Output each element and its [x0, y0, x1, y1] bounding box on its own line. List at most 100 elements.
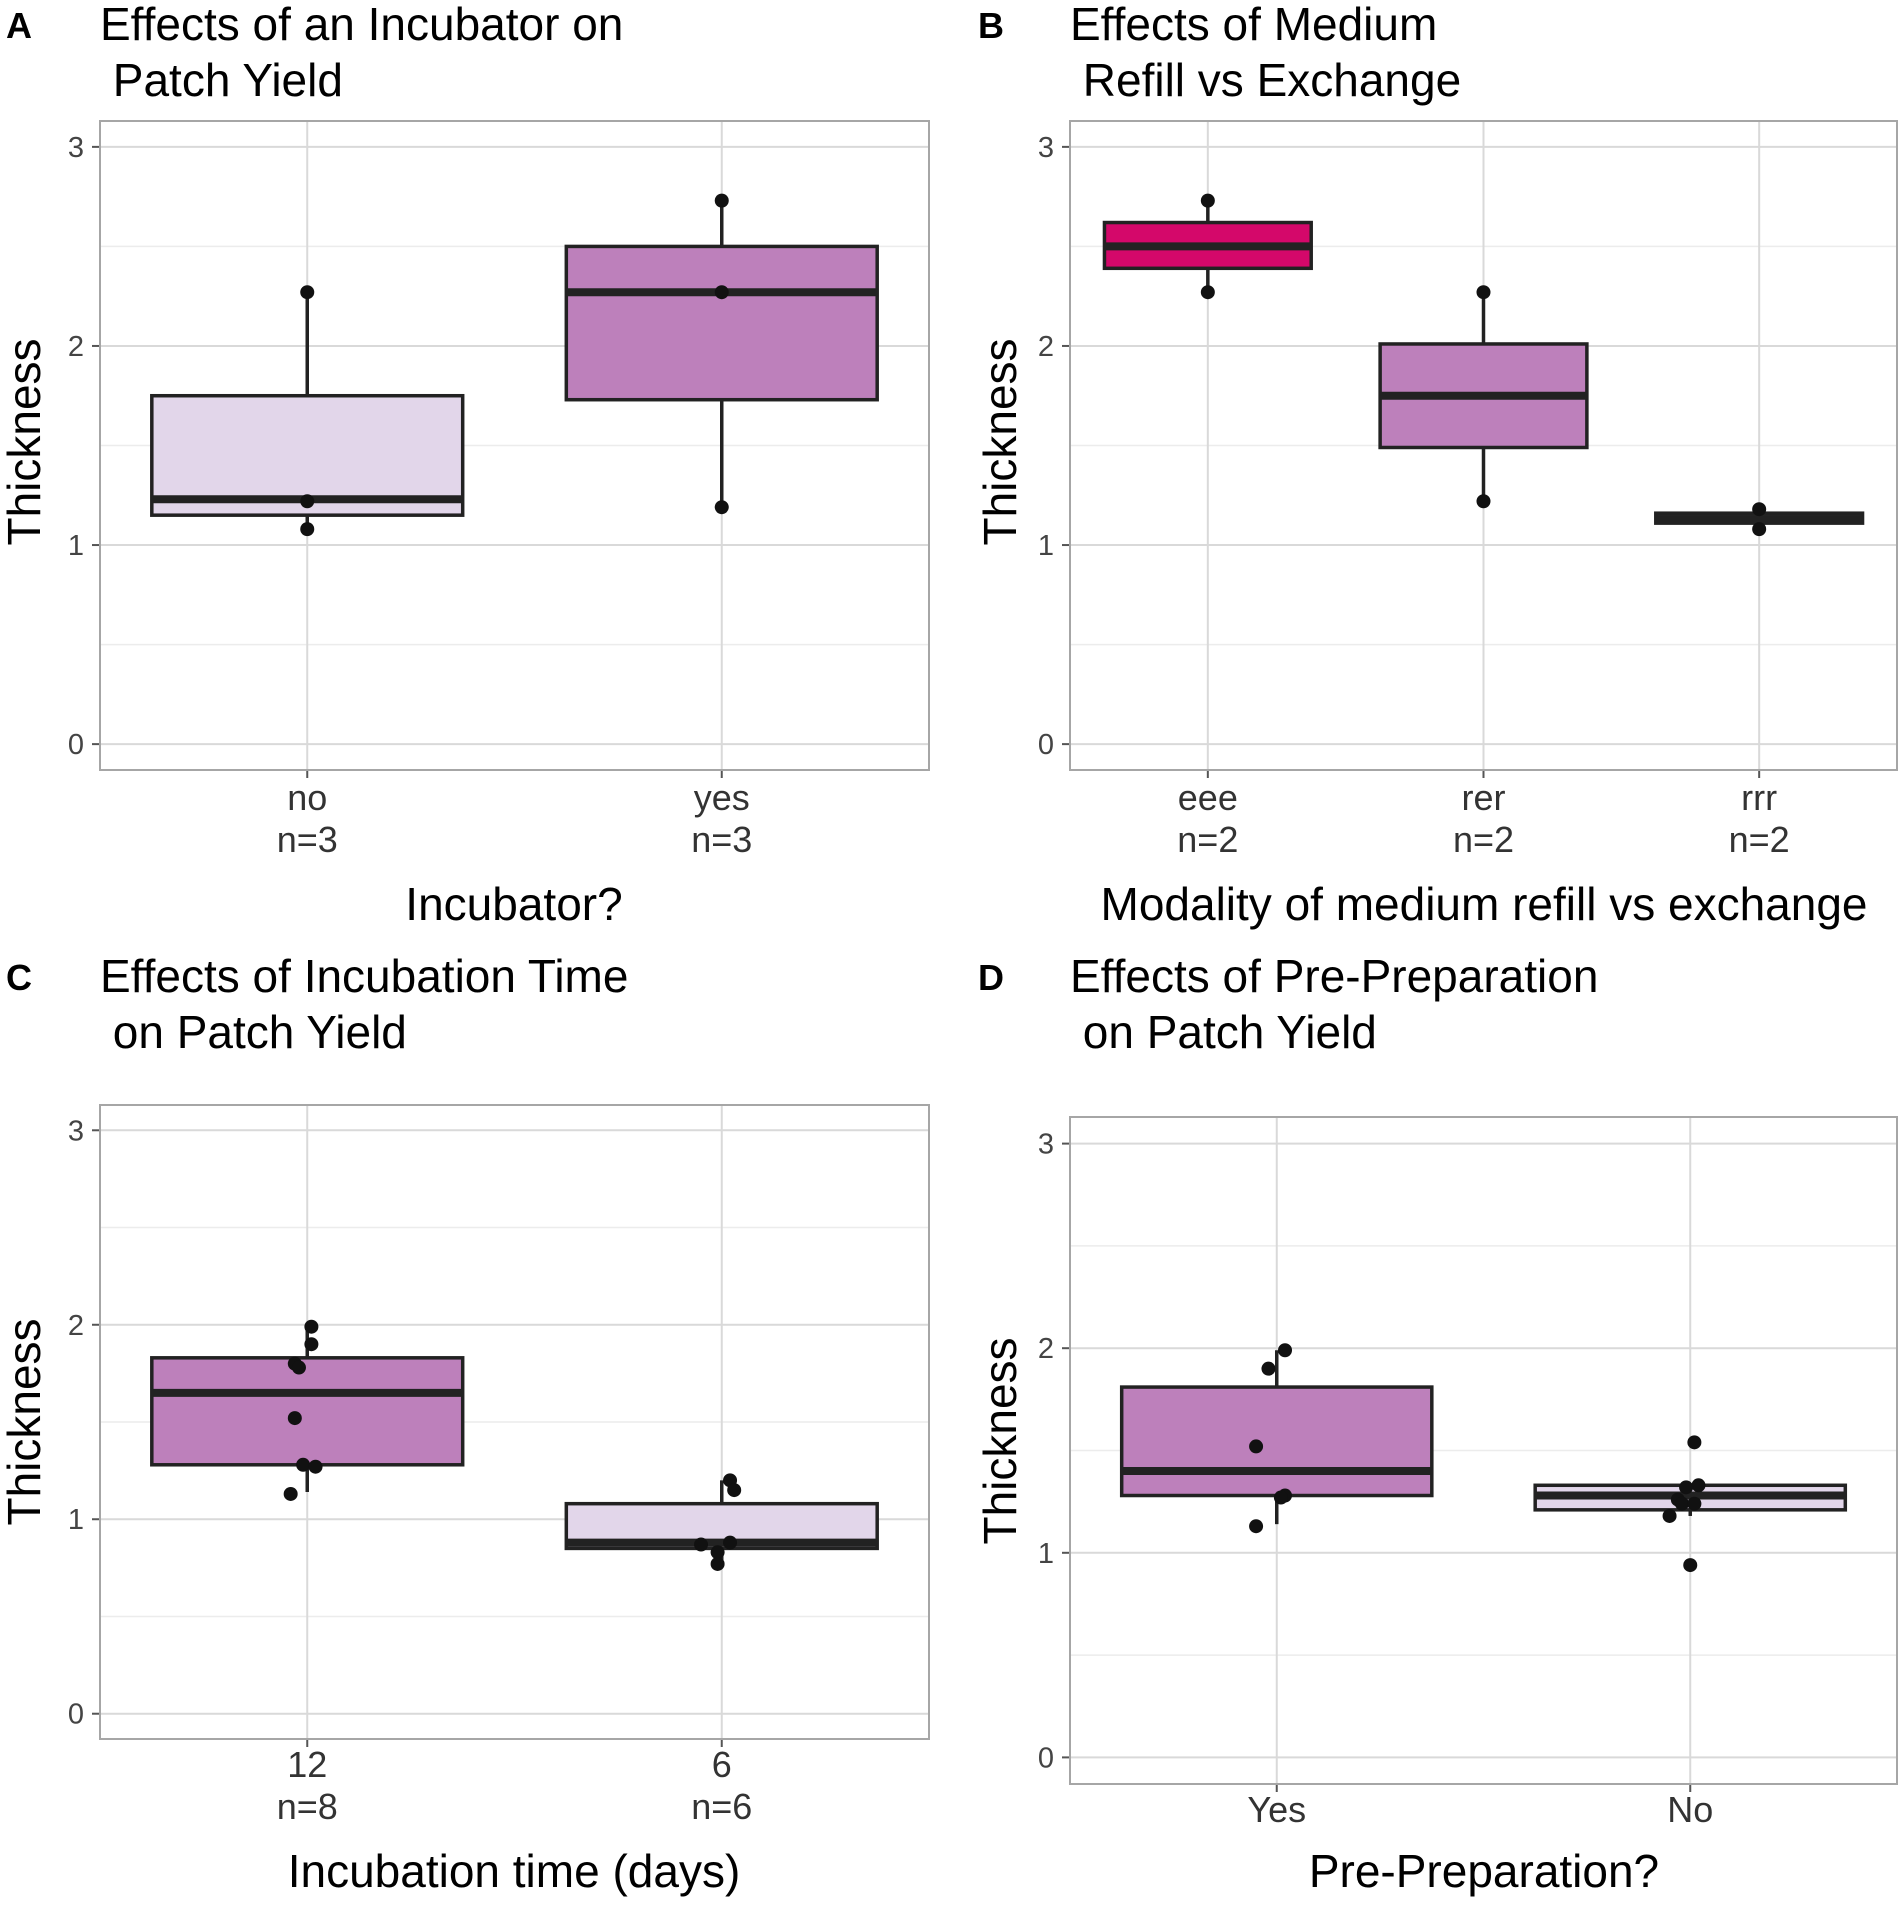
data-point — [710, 1545, 725, 1560]
data-point — [1249, 1439, 1264, 1454]
box-group-Yes — [1119, 1343, 1434, 1534]
y-tick-label: 3 — [1038, 132, 1054, 164]
y-tick-label: 0 — [68, 1699, 84, 1731]
x-sample-size-label: n=8 — [277, 1786, 338, 1827]
y-tick-label: 1 — [68, 530, 84, 562]
chart-title-line-1: Effects of an Incubator on — [100, 0, 623, 50]
box-group-eee — [1102, 193, 1313, 300]
x-category-label: eee — [1178, 777, 1238, 818]
data-point — [1273, 1490, 1288, 1505]
y-tick-label: 2 — [68, 1310, 84, 1342]
data-point — [283, 1486, 298, 1501]
x-category-label: no — [287, 777, 327, 818]
data-point — [1683, 1558, 1698, 1573]
x-axis-label: Incubator? — [405, 878, 622, 930]
panel-b-svg: B Effects of Medium Refill vs Exchange T… — [974, 0, 1898, 930]
x-category-label: 12 — [287, 1744, 327, 1785]
panel-letter: C — [6, 957, 32, 998]
panel-letter: B — [978, 5, 1004, 46]
data-point — [1662, 1508, 1677, 1523]
chart-title-line-1: Effects of Medium — [1070, 0, 1437, 50]
y-tick-label: 0 — [68, 729, 84, 761]
panel-letter: A — [6, 5, 32, 46]
y-tick-label: 3 — [68, 132, 84, 164]
data-point — [287, 1411, 302, 1426]
x-axis-label: Pre-Preparation? — [1309, 1845, 1659, 1897]
data-point — [710, 1556, 725, 1571]
data-point — [727, 1483, 742, 1498]
data-point — [1679, 1480, 1694, 1495]
chart-title-line-2: on Patch Yield — [100, 1006, 407, 1058]
data-point — [714, 500, 729, 515]
data-point — [300, 494, 315, 509]
data-point — [714, 285, 729, 300]
box-group-6 — [564, 1473, 879, 1571]
chart-title-line-1: Effects of Pre-Preparation — [1070, 952, 1598, 1002]
x-sample-size-label: n=3 — [277, 819, 338, 860]
x-sample-size-label: n=3 — [691, 819, 752, 860]
panel-a-svg: A Effects of an Incubator on Patch Yield… — [0, 0, 930, 930]
data-point — [723, 1535, 738, 1550]
plot-frame — [99, 1104, 930, 1740]
data-point — [304, 1337, 319, 1352]
box-group-no — [150, 285, 465, 537]
data-point — [1261, 1361, 1276, 1376]
data-point — [694, 1537, 709, 1552]
chart-title-line-1: Effects of Incubation Time — [100, 952, 628, 1002]
y-tick-label: 3 — [1038, 1129, 1054, 1161]
plot-area: 0 1 2 3 Yes No — [1038, 1116, 1898, 1830]
y-axis-label: Thickness — [0, 338, 50, 545]
data-point — [300, 285, 315, 300]
data-point — [300, 522, 315, 537]
x-category-label: rrr — [1741, 777, 1777, 818]
y-tick-label: 1 — [68, 1504, 84, 1536]
y-axis-label: Thickness — [974, 1337, 1026, 1544]
box-group-yes — [564, 193, 879, 515]
panel-d: D Effects of Pre-Preparation on Patch Yi… — [952, 952, 1904, 1905]
data-point — [1200, 285, 1215, 300]
y-tick-label: 2 — [68, 331, 84, 363]
box-group-rrr — [1654, 502, 1865, 537]
data-point — [1687, 1435, 1702, 1450]
x-sample-size-label: n=6 — [691, 1786, 752, 1827]
data-point — [1674, 1496, 1689, 1511]
x-category-label: Yes — [1247, 1789, 1306, 1830]
box-iqr — [1119, 1385, 1434, 1498]
x-sample-size-label: n=2 — [1729, 819, 1790, 860]
x-category-label: yes — [694, 777, 750, 818]
data-point — [714, 193, 729, 208]
x-sample-size-label: n=2 — [1453, 819, 1514, 860]
panel-letter: D — [978, 957, 1004, 998]
data-point — [1278, 1343, 1293, 1358]
data-point — [1687, 1496, 1702, 1511]
plot-frame — [1069, 120, 1898, 771]
x-sample-size-label: n=2 — [1177, 819, 1238, 860]
data-point — [291, 1360, 306, 1375]
data-point — [296, 1457, 311, 1472]
data-point — [308, 1459, 323, 1474]
data-point — [1249, 1519, 1264, 1534]
panel-c: C Effects of Incubation Time on Patch Yi… — [0, 952, 952, 1905]
y-axis-label: Thickness — [974, 338, 1026, 545]
chart-title-line-2: on Patch Yield — [1070, 1006, 1377, 1058]
y-tick-label: 0 — [1038, 729, 1054, 761]
panel-c-svg: C Effects of Incubation Time on Patch Yi… — [0, 952, 930, 1897]
plot-frame — [99, 120, 930, 771]
chart-title-line-2: Patch Yield — [100, 54, 343, 106]
box-group-12 — [150, 1319, 465, 1501]
data-point — [1476, 494, 1491, 509]
box-iqr — [150, 1356, 465, 1467]
data-point — [1752, 522, 1767, 537]
box-group-rer — [1378, 285, 1589, 509]
data-point — [1752, 502, 1767, 517]
panel-d-svg: D Effects of Pre-Preparation on Patch Yi… — [974, 952, 1898, 1897]
panel-b: B Effects of Medium Refill vs Exchange T… — [952, 0, 1904, 952]
y-tick-label: 1 — [1038, 530, 1054, 562]
y-tick-label: 2 — [1038, 331, 1054, 363]
x-category-label: No — [1667, 1789, 1713, 1830]
data-point — [1200, 193, 1215, 208]
x-category-label: 6 — [712, 1744, 732, 1785]
box-iqr — [564, 244, 879, 402]
